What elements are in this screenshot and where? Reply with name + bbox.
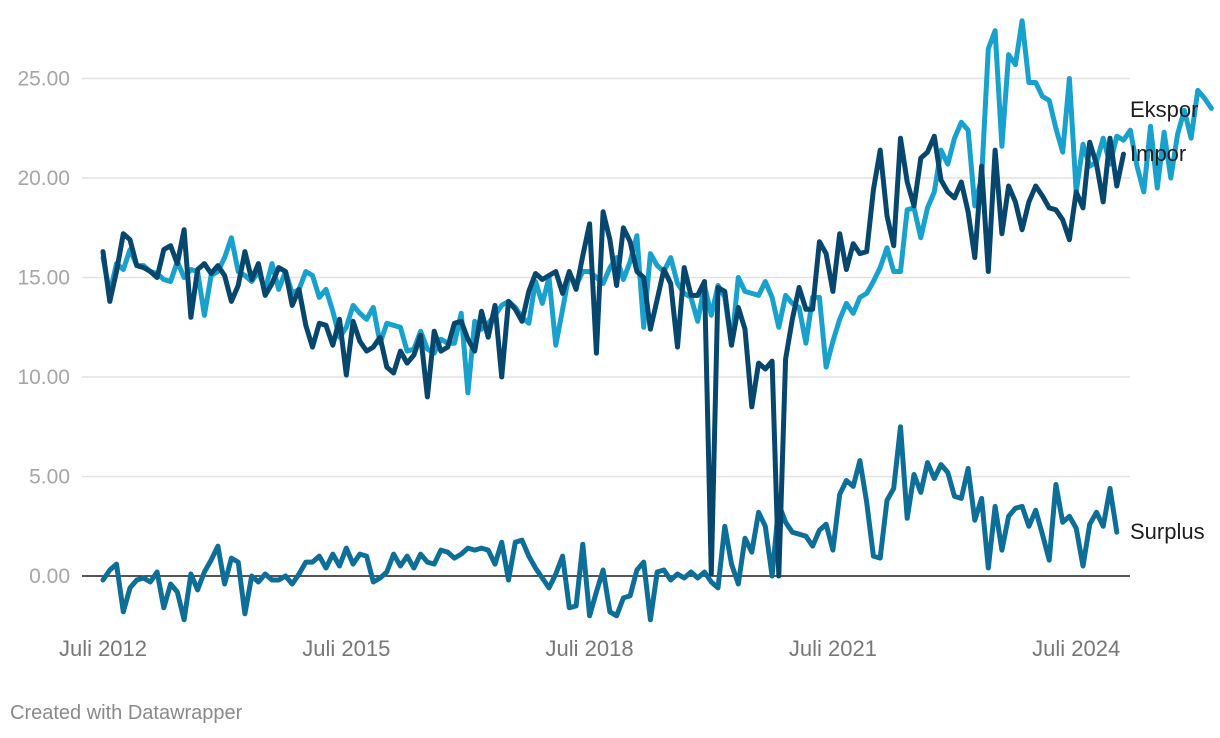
x-tick-label: Juli 2018	[546, 636, 634, 661]
y-axis-ticks: 0.00 5.00 10.00 15.00 20.00 25.00	[17, 68, 70, 589]
series-label-surplus: Surplus	[1130, 519, 1205, 544]
y-tick-label: 0.00	[29, 565, 70, 588]
x-tick-label: Juli 2024	[1032, 636, 1120, 661]
y-tick-label: 5.00	[29, 466, 70, 489]
y-tick-label: 10.00	[17, 366, 70, 389]
x-tick-label: Juli 2015	[302, 636, 390, 661]
y-tick-label: 25.00	[17, 68, 70, 91]
series-labels: Ekspor Impor Surplus	[1130, 97, 1205, 544]
series-label-ekspor: Ekspor	[1130, 97, 1198, 122]
x-tick-label: Juli 2021	[789, 636, 877, 661]
x-axis-ticks: Juli 2012 Juli 2015 Juli 2018 Juli 2021 Juli…	[59, 636, 1120, 661]
x-tick-label: Juli 2012	[59, 636, 147, 661]
series-lines	[100, 18, 1214, 623]
series-line-impor	[100, 133, 1126, 579]
series-line-ekspor	[100, 18, 1214, 396]
credit-text: Created with Datawrapper	[10, 702, 243, 724]
y-tick-label: 15.00	[17, 267, 70, 290]
series-line-surplus	[100, 424, 1120, 623]
y-tick-label: 20.00	[17, 167, 70, 190]
series-label-impor: Impor	[1130, 141, 1186, 166]
